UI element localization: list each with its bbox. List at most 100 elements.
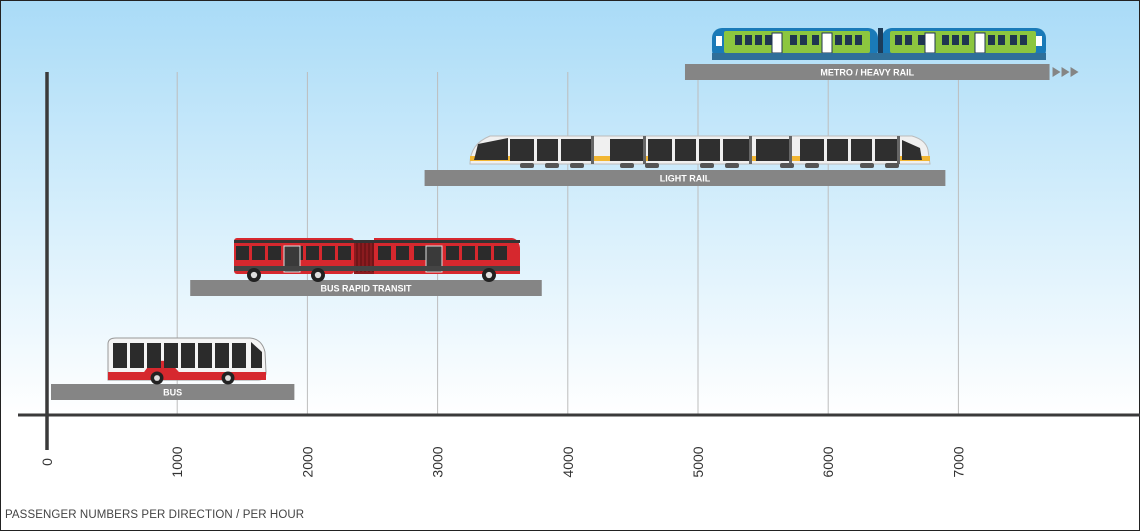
metro-headlight xyxy=(716,36,722,46)
metro-window xyxy=(895,35,902,45)
tram-window-band xyxy=(610,139,646,161)
axes xyxy=(18,72,1140,450)
tram-rear-window xyxy=(902,140,922,160)
bus-window xyxy=(130,343,144,368)
tram-pillar xyxy=(672,139,675,161)
wheel-hub xyxy=(154,375,160,381)
arrow-0 xyxy=(1052,67,1061,77)
brt-window xyxy=(322,246,335,260)
metro-door xyxy=(924,32,936,54)
vehicle-icons xyxy=(107,28,1046,385)
bus-window xyxy=(215,343,229,368)
brt-window xyxy=(252,246,265,260)
tram-joint xyxy=(643,136,646,164)
metro-window xyxy=(790,35,797,45)
tram-pillar xyxy=(720,139,723,161)
tram-bogie xyxy=(725,163,739,168)
brt-roof-line xyxy=(234,240,520,243)
metro-window xyxy=(1020,35,1027,45)
wheel-hub xyxy=(314,271,322,279)
tram-joint xyxy=(897,136,900,164)
bus-window xyxy=(164,343,178,368)
metro-window xyxy=(998,35,1005,45)
bar-label-0: BUS xyxy=(163,388,182,398)
arrow-18 xyxy=(1070,67,1079,77)
brt-window xyxy=(236,246,249,260)
bus-window xyxy=(232,343,246,368)
metro-window xyxy=(800,35,807,45)
metro-window xyxy=(845,35,852,45)
x-axis-label: PASSENGER NUMBERS PER DIRECTION / PER HO… xyxy=(5,509,305,521)
tick-label-5000: 5000 xyxy=(690,446,706,477)
metro-window xyxy=(962,35,969,45)
tick-label-6000: 6000 xyxy=(820,446,836,477)
wheel-hub xyxy=(250,271,258,279)
metro-window xyxy=(835,35,842,45)
tram-joint xyxy=(749,136,752,164)
tram-bogie xyxy=(805,163,819,168)
metro-window xyxy=(745,35,752,45)
brt-window xyxy=(268,246,281,260)
brt-skirt xyxy=(234,266,520,271)
metro-coupler xyxy=(878,28,883,60)
bar-label-3: METRO / HEAVY RAIL xyxy=(820,68,914,78)
tick-label-4000: 4000 xyxy=(560,446,576,477)
range-bars: BUS BUS RAPID TRANSIT LIGHT RAIL METRO / HE… xyxy=(51,64,1079,400)
tram-pillar xyxy=(534,139,537,161)
tram-pillar xyxy=(824,139,827,161)
tick-label-2000: 2000 xyxy=(299,446,315,477)
tick-label-3000: 3000 xyxy=(430,446,446,477)
range-bar-light-rail xyxy=(424,170,946,186)
metro-door xyxy=(821,32,833,54)
articulated-bus-icon xyxy=(234,238,520,282)
range-bar-bus-rapid-transit xyxy=(190,280,542,296)
range-bar-bus xyxy=(51,384,295,400)
tram-bogie xyxy=(780,163,794,168)
tram-window-band xyxy=(756,139,792,161)
metro-window xyxy=(952,35,959,45)
tram-cab-window xyxy=(474,138,508,160)
tram-joint xyxy=(591,136,594,164)
tram-bogie xyxy=(860,163,874,168)
bus-windshield xyxy=(251,342,262,368)
tram-pillar xyxy=(696,139,699,161)
tram-window-band xyxy=(648,139,752,161)
bus-window xyxy=(181,343,195,368)
brt-window xyxy=(414,246,427,260)
tram-pillar xyxy=(872,139,875,161)
brt-window xyxy=(494,246,507,260)
bus-stripe xyxy=(108,372,266,380)
tram-window-band xyxy=(510,139,594,161)
arrow-9 xyxy=(1061,67,1070,77)
range-bar-metro-heavy-rail xyxy=(684,64,1050,80)
metro-window xyxy=(812,35,819,45)
brt-window xyxy=(462,246,475,260)
metro-window xyxy=(735,35,742,45)
tram-pillar xyxy=(558,139,561,161)
bus-window xyxy=(113,343,127,368)
brt-door xyxy=(425,245,443,273)
metro-underframe xyxy=(712,53,1046,60)
brt-window xyxy=(378,246,391,260)
continues-arrows-icon xyxy=(1052,67,1079,77)
tram-bogie xyxy=(620,163,634,168)
tram-bogie xyxy=(885,163,899,168)
brt-door xyxy=(283,245,301,273)
bus-icon xyxy=(107,337,267,385)
brt-window xyxy=(338,246,351,260)
brt-window xyxy=(396,246,409,260)
brt-window xyxy=(306,246,319,260)
tick-label-7000: 7000 xyxy=(950,446,966,477)
tram-pillar xyxy=(848,139,851,161)
tick-label-0: 0 xyxy=(39,458,55,466)
metro-window xyxy=(942,35,949,45)
wheel-hub xyxy=(485,271,493,279)
wheel-hub xyxy=(225,375,231,381)
tram-bogie xyxy=(645,163,659,168)
metro-window xyxy=(988,35,995,45)
tram-joint xyxy=(789,136,792,164)
metro-door xyxy=(974,32,986,54)
tram-bogie xyxy=(520,163,534,168)
metro-train-icon xyxy=(712,28,1046,60)
